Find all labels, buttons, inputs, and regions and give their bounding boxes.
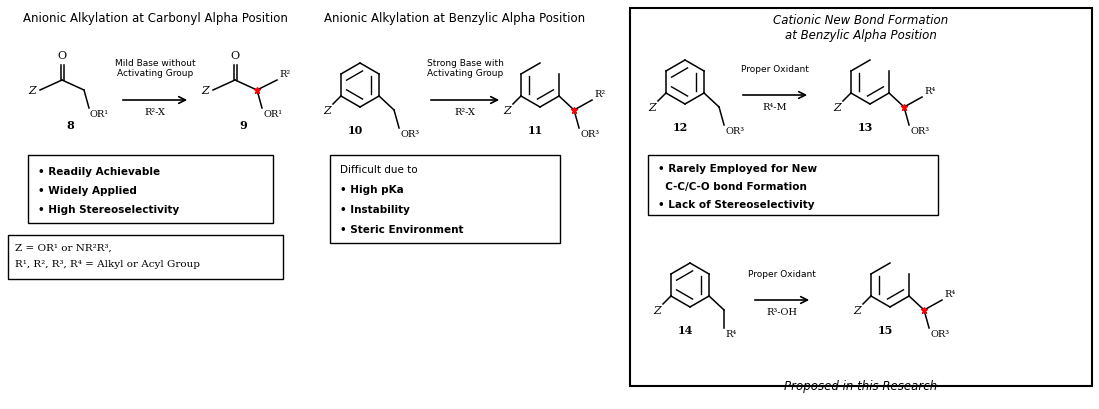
Bar [8, 235, 284, 279]
Text: Z: Z [503, 106, 511, 116]
Text: R⁴: R⁴ [924, 87, 935, 96]
Text: • High Stereoselectivity: • High Stereoselectivity [38, 205, 179, 215]
Text: R²: R² [279, 70, 290, 79]
Text: • Readily Achievable: • Readily Achievable [38, 167, 160, 177]
Text: R¹, R², R³, R⁴ = Alkyl or Acyl Group: R¹, R², R³, R⁴ = Alkyl or Acyl Group [15, 260, 200, 269]
Text: Z: Z [29, 86, 36, 96]
Text: C-C/C-O bond Formation: C-C/C-O bond Formation [658, 182, 807, 192]
Text: Proper Oxidant: Proper Oxidant [748, 270, 815, 279]
Text: Z: Z [648, 103, 656, 113]
Text: Proper Oxidant: Proper Oxidant [741, 65, 809, 74]
Bar [330, 155, 560, 243]
Text: Anionic Alkylation at Benzylic Alpha Position: Anionic Alkylation at Benzylic Alpha Pos… [324, 12, 586, 25]
Text: 12: 12 [673, 122, 688, 133]
Text: 15: 15 [877, 325, 892, 336]
Text: 14: 14 [677, 325, 692, 336]
Text: OR³: OR³ [725, 127, 744, 136]
Text: R⁴-M: R⁴-M [763, 103, 787, 112]
Text: OR¹: OR¹ [263, 110, 282, 119]
Text: 9: 9 [240, 120, 247, 131]
Text: • Instability: • Instability [340, 205, 410, 215]
Text: OR³: OR³ [930, 330, 950, 339]
Text: Anionic Alkylation at Carbonyl Alpha Position: Anionic Alkylation at Carbonyl Alpha Pos… [23, 12, 288, 25]
Text: Difficult due to: Difficult due to [340, 165, 418, 175]
Text: Z: Z [853, 306, 861, 316]
Text: Mild Base without
Activating Group: Mild Base without Activating Group [114, 58, 196, 78]
Text: Cationic New Bond Formation
at Benzylic Alpha Position: Cationic New Bond Formation at Benzylic … [774, 14, 948, 42]
Text: O: O [57, 51, 67, 61]
Text: • High pKa: • High pKa [340, 185, 403, 195]
Text: • Steric Environment: • Steric Environment [340, 225, 464, 235]
Text: OR¹: OR¹ [90, 110, 109, 119]
Bar [630, 8, 1092, 386]
Bar [648, 155, 939, 215]
Text: OR³: OR³ [400, 130, 419, 139]
Text: Z: Z [201, 86, 209, 96]
Text: • Widely Applied: • Widely Applied [38, 186, 137, 196]
Text: Z = OR¹ or NR²R³,: Z = OR¹ or NR²R³, [15, 244, 112, 253]
Text: 13: 13 [857, 122, 873, 133]
Text: Strong Base with
Activating Group: Strong Base with Activating Group [426, 58, 503, 78]
Text: R²-X: R²-X [455, 108, 476, 117]
Text: O: O [231, 51, 240, 61]
Bar [27, 155, 273, 223]
Text: R²-X: R²-X [144, 108, 166, 117]
Text: R⁴: R⁴ [944, 290, 955, 299]
Text: 10: 10 [347, 125, 363, 136]
Text: Z: Z [653, 306, 660, 316]
Text: R²: R² [595, 90, 606, 99]
Text: 8: 8 [66, 120, 74, 131]
Text: • Lack of Stereoselectivity: • Lack of Stereoselectivity [658, 200, 814, 210]
Text: • Rarely Employed for New: • Rarely Employed for New [658, 164, 818, 174]
Text: R³-OH: R³-OH [766, 308, 798, 317]
Text: Z: Z [323, 106, 331, 116]
Text: OR³: OR³ [580, 130, 599, 139]
Text: Proposed in this Research: Proposed in this Research [785, 380, 937, 393]
Text: Z: Z [833, 103, 841, 113]
Text: 11: 11 [528, 125, 543, 136]
Text: OR³: OR³ [910, 127, 929, 136]
Text: R⁴: R⁴ [725, 330, 736, 339]
